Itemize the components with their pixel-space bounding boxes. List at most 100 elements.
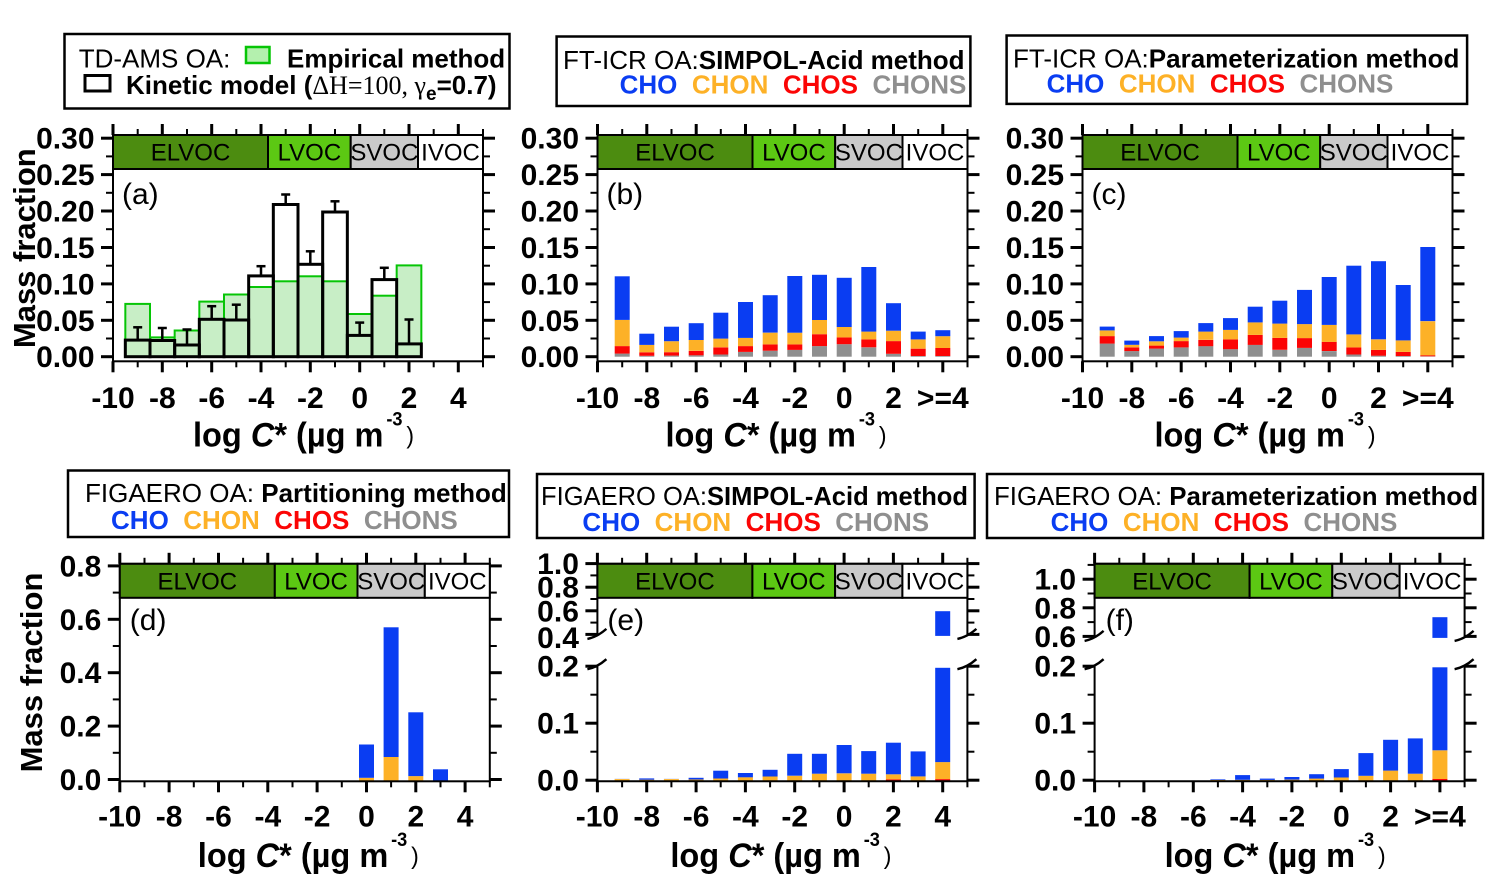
svg-text:(a): (a)	[122, 178, 159, 211]
svg-text:LVOC: LVOC	[762, 140, 826, 167]
svg-text:0.6: 0.6	[60, 604, 102, 637]
svg-text:log C* (µg m-3): log C* (µg m-3)	[670, 830, 891, 875]
svg-text:CHO CHON CHOS CHONS: CHO CHON CHOS CHONS	[111, 505, 458, 535]
svg-text:0.20: 0.20	[36, 196, 94, 229]
svg-text:-10: -10	[1073, 801, 1116, 834]
svg-text:0: 0	[836, 382, 853, 415]
svg-text:0.20: 0.20	[521, 196, 579, 229]
svg-text:SVOC: SVOC	[835, 140, 903, 167]
svg-text:0.6: 0.6	[537, 595, 579, 628]
svg-text:CHO CHON CHOS CHONS: CHO CHON CHOS CHONS	[582, 507, 929, 537]
svg-text:-6: -6	[205, 801, 232, 834]
svg-text:IVOC: IVOC	[906, 140, 965, 167]
svg-text:SVOC: SVOC	[1332, 568, 1400, 595]
svg-text:0.1: 0.1	[1034, 708, 1076, 741]
svg-text:0.25: 0.25	[521, 159, 579, 192]
svg-text:0.00: 0.00	[521, 341, 579, 374]
svg-text:-8: -8	[633, 801, 660, 834]
svg-text:ELVOC: ELVOC	[635, 140, 715, 167]
svg-text:Kinetic model (ΔH=100, γe=0.7): Kinetic model (ΔH=100, γe=0.7)	[126, 70, 497, 105]
svg-text:log C* (µg m-3): log C* (µg m-3)	[193, 410, 414, 455]
svg-text:-2: -2	[1279, 801, 1306, 834]
svg-text:LVOC: LVOC	[278, 140, 342, 167]
svg-text:log C* (µg m-3): log C* (µg m-3)	[666, 410, 887, 455]
svg-text:(d): (d)	[130, 604, 167, 637]
svg-text:0.15: 0.15	[521, 232, 579, 265]
svg-text:1.0: 1.0	[537, 548, 579, 581]
svg-text:-10: -10	[576, 382, 619, 415]
svg-text:FT-ICR OA:Parameterization met: FT-ICR OA:Parameterization method	[1013, 44, 1459, 74]
svg-text:ELVOC: ELVOC	[158, 568, 238, 595]
svg-text:ELVOC: ELVOC	[1120, 140, 1200, 167]
svg-text:0.8: 0.8	[60, 550, 102, 583]
svg-text:LVOC: LVOC	[762, 568, 826, 595]
svg-text:-8: -8	[1118, 382, 1145, 415]
svg-text:>=4: >=4	[1414, 801, 1466, 834]
svg-text:0: 0	[351, 382, 368, 415]
svg-text:Empirical method: Empirical method	[287, 44, 505, 74]
svg-text:0.8: 0.8	[1034, 592, 1076, 625]
svg-text:2: 2	[401, 382, 418, 415]
svg-text:FT-ICR OA:SIMPOL-Acid method: FT-ICR OA:SIMPOL-Acid method	[563, 45, 965, 75]
svg-text:-4: -4	[1217, 382, 1244, 415]
svg-text:-4: -4	[732, 382, 759, 415]
svg-text:FIGAERO OA: Parameterization m: FIGAERO OA: Parameterization method	[994, 481, 1478, 511]
svg-text:-8: -8	[1131, 801, 1158, 834]
svg-text:log C* (µg m-3): log C* (µg m-3)	[1155, 410, 1376, 455]
svg-text:0.2: 0.2	[1034, 651, 1076, 684]
svg-text:0.20: 0.20	[1006, 196, 1064, 229]
svg-text:0.10: 0.10	[521, 268, 579, 301]
svg-text:FIGAERO OA: Partitioning metho: FIGAERO OA: Partitioning method	[85, 478, 507, 508]
svg-text:Mass fraction: Mass fraction	[14, 573, 49, 773]
svg-text:SVOC: SVOC	[1320, 140, 1388, 167]
svg-text:-10: -10	[91, 382, 134, 415]
svg-text:CHO CHON CHOS CHONS: CHO CHON CHOS CHONS	[1047, 69, 1394, 99]
svg-text:(b): (b)	[607, 178, 644, 211]
svg-text:ELVOC: ELVOC	[1132, 568, 1212, 595]
svg-text:>=4: >=4	[1402, 382, 1454, 415]
svg-text:SVOC: SVOC	[350, 140, 418, 167]
svg-text:-4: -4	[732, 801, 759, 834]
svg-text:0.25: 0.25	[1006, 159, 1064, 192]
svg-text:0.8: 0.8	[537, 572, 579, 605]
svg-text:SVOC: SVOC	[835, 568, 903, 595]
svg-text:ELVOC: ELVOC	[151, 140, 231, 167]
svg-text:0.0: 0.0	[1034, 765, 1076, 798]
svg-text:0.0: 0.0	[60, 764, 102, 797]
svg-text:0.00: 0.00	[1006, 341, 1064, 374]
svg-text:0: 0	[358, 801, 375, 834]
svg-text:LVOC: LVOC	[1247, 140, 1311, 167]
svg-text:0: 0	[836, 801, 853, 834]
svg-text:>=4: >=4	[917, 382, 969, 415]
svg-text:0.15: 0.15	[1006, 232, 1064, 265]
svg-text:-6: -6	[683, 382, 710, 415]
svg-text:2: 2	[1370, 382, 1387, 415]
svg-text:SVOC: SVOC	[357, 568, 425, 595]
svg-text:IVOC: IVOC	[428, 568, 487, 595]
svg-text:TD-AMS OA:: TD-AMS OA:	[79, 44, 231, 74]
svg-text:4: 4	[934, 801, 951, 834]
svg-text:-6: -6	[198, 382, 225, 415]
svg-text:-4: -4	[1229, 801, 1256, 834]
svg-text:-8: -8	[633, 382, 660, 415]
svg-text:0: 0	[1321, 382, 1338, 415]
svg-text:0.4: 0.4	[537, 622, 579, 655]
svg-text:-10: -10	[98, 801, 141, 834]
svg-text:LVOC: LVOC	[284, 568, 348, 595]
svg-text:0.10: 0.10	[1006, 268, 1064, 301]
svg-text:0.6: 0.6	[1034, 621, 1076, 654]
svg-text:LVOC: LVOC	[1259, 568, 1323, 595]
svg-text:-2: -2	[304, 801, 331, 834]
svg-text:0.2: 0.2	[60, 711, 102, 744]
svg-text:0.30: 0.30	[1006, 123, 1064, 156]
svg-text:(c): (c)	[1092, 178, 1127, 211]
svg-text:0.10: 0.10	[36, 268, 94, 301]
svg-text:4: 4	[450, 382, 467, 415]
svg-text:Mass fraction: Mass fraction	[7, 148, 42, 348]
svg-text:-8: -8	[156, 801, 183, 834]
svg-text:(e): (e)	[607, 604, 644, 637]
svg-text:0.05: 0.05	[36, 305, 94, 338]
svg-text:CHO CHON CHOS CHONS: CHO CHON CHOS CHONS	[620, 70, 967, 100]
svg-text:0.00: 0.00	[36, 341, 94, 374]
svg-text:-4: -4	[248, 382, 275, 415]
